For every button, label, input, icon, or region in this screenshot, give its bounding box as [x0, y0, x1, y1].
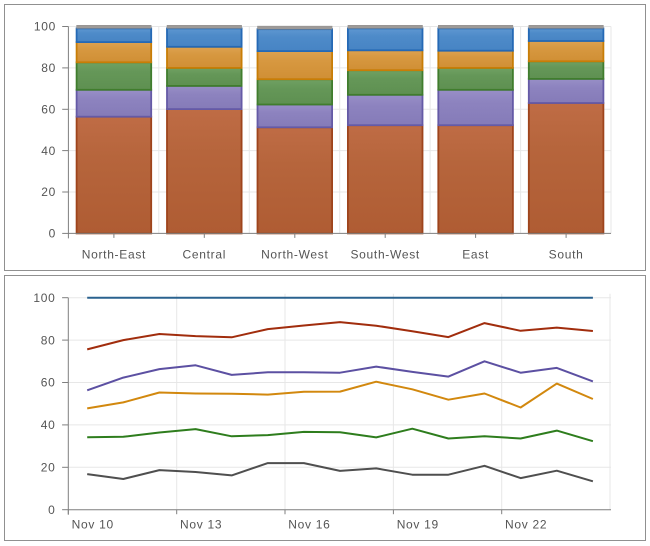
svg-text:Nov 13: Nov 13 [180, 518, 222, 532]
svg-text:20: 20 [41, 185, 56, 199]
svg-text:40: 40 [41, 418, 56, 432]
svg-text:100: 100 [34, 20, 56, 34]
svg-text:Nov 16: Nov 16 [288, 518, 330, 532]
svg-text:Nov 19: Nov 19 [397, 518, 439, 532]
svg-text:North-West: North-West [261, 247, 328, 261]
svg-text:Central: Central [183, 247, 227, 261]
svg-text:20: 20 [41, 461, 56, 475]
svg-text:0: 0 [49, 227, 56, 241]
svg-text:0: 0 [48, 503, 55, 517]
svg-text:Nov 22: Nov 22 [505, 518, 547, 532]
svg-text:80: 80 [41, 333, 56, 347]
svg-text:40: 40 [41, 144, 56, 158]
svg-text:North-East: North-East [82, 247, 146, 261]
svg-text:East: East [462, 247, 489, 261]
svg-text:100: 100 [33, 291, 55, 305]
svg-text:60: 60 [41, 103, 56, 117]
svg-text:South-West: South-West [350, 247, 419, 261]
svg-text:Nov 10: Nov 10 [72, 518, 114, 532]
svg-text:60: 60 [41, 376, 56, 390]
svg-text:80: 80 [41, 61, 56, 75]
svg-text:South: South [549, 247, 584, 261]
